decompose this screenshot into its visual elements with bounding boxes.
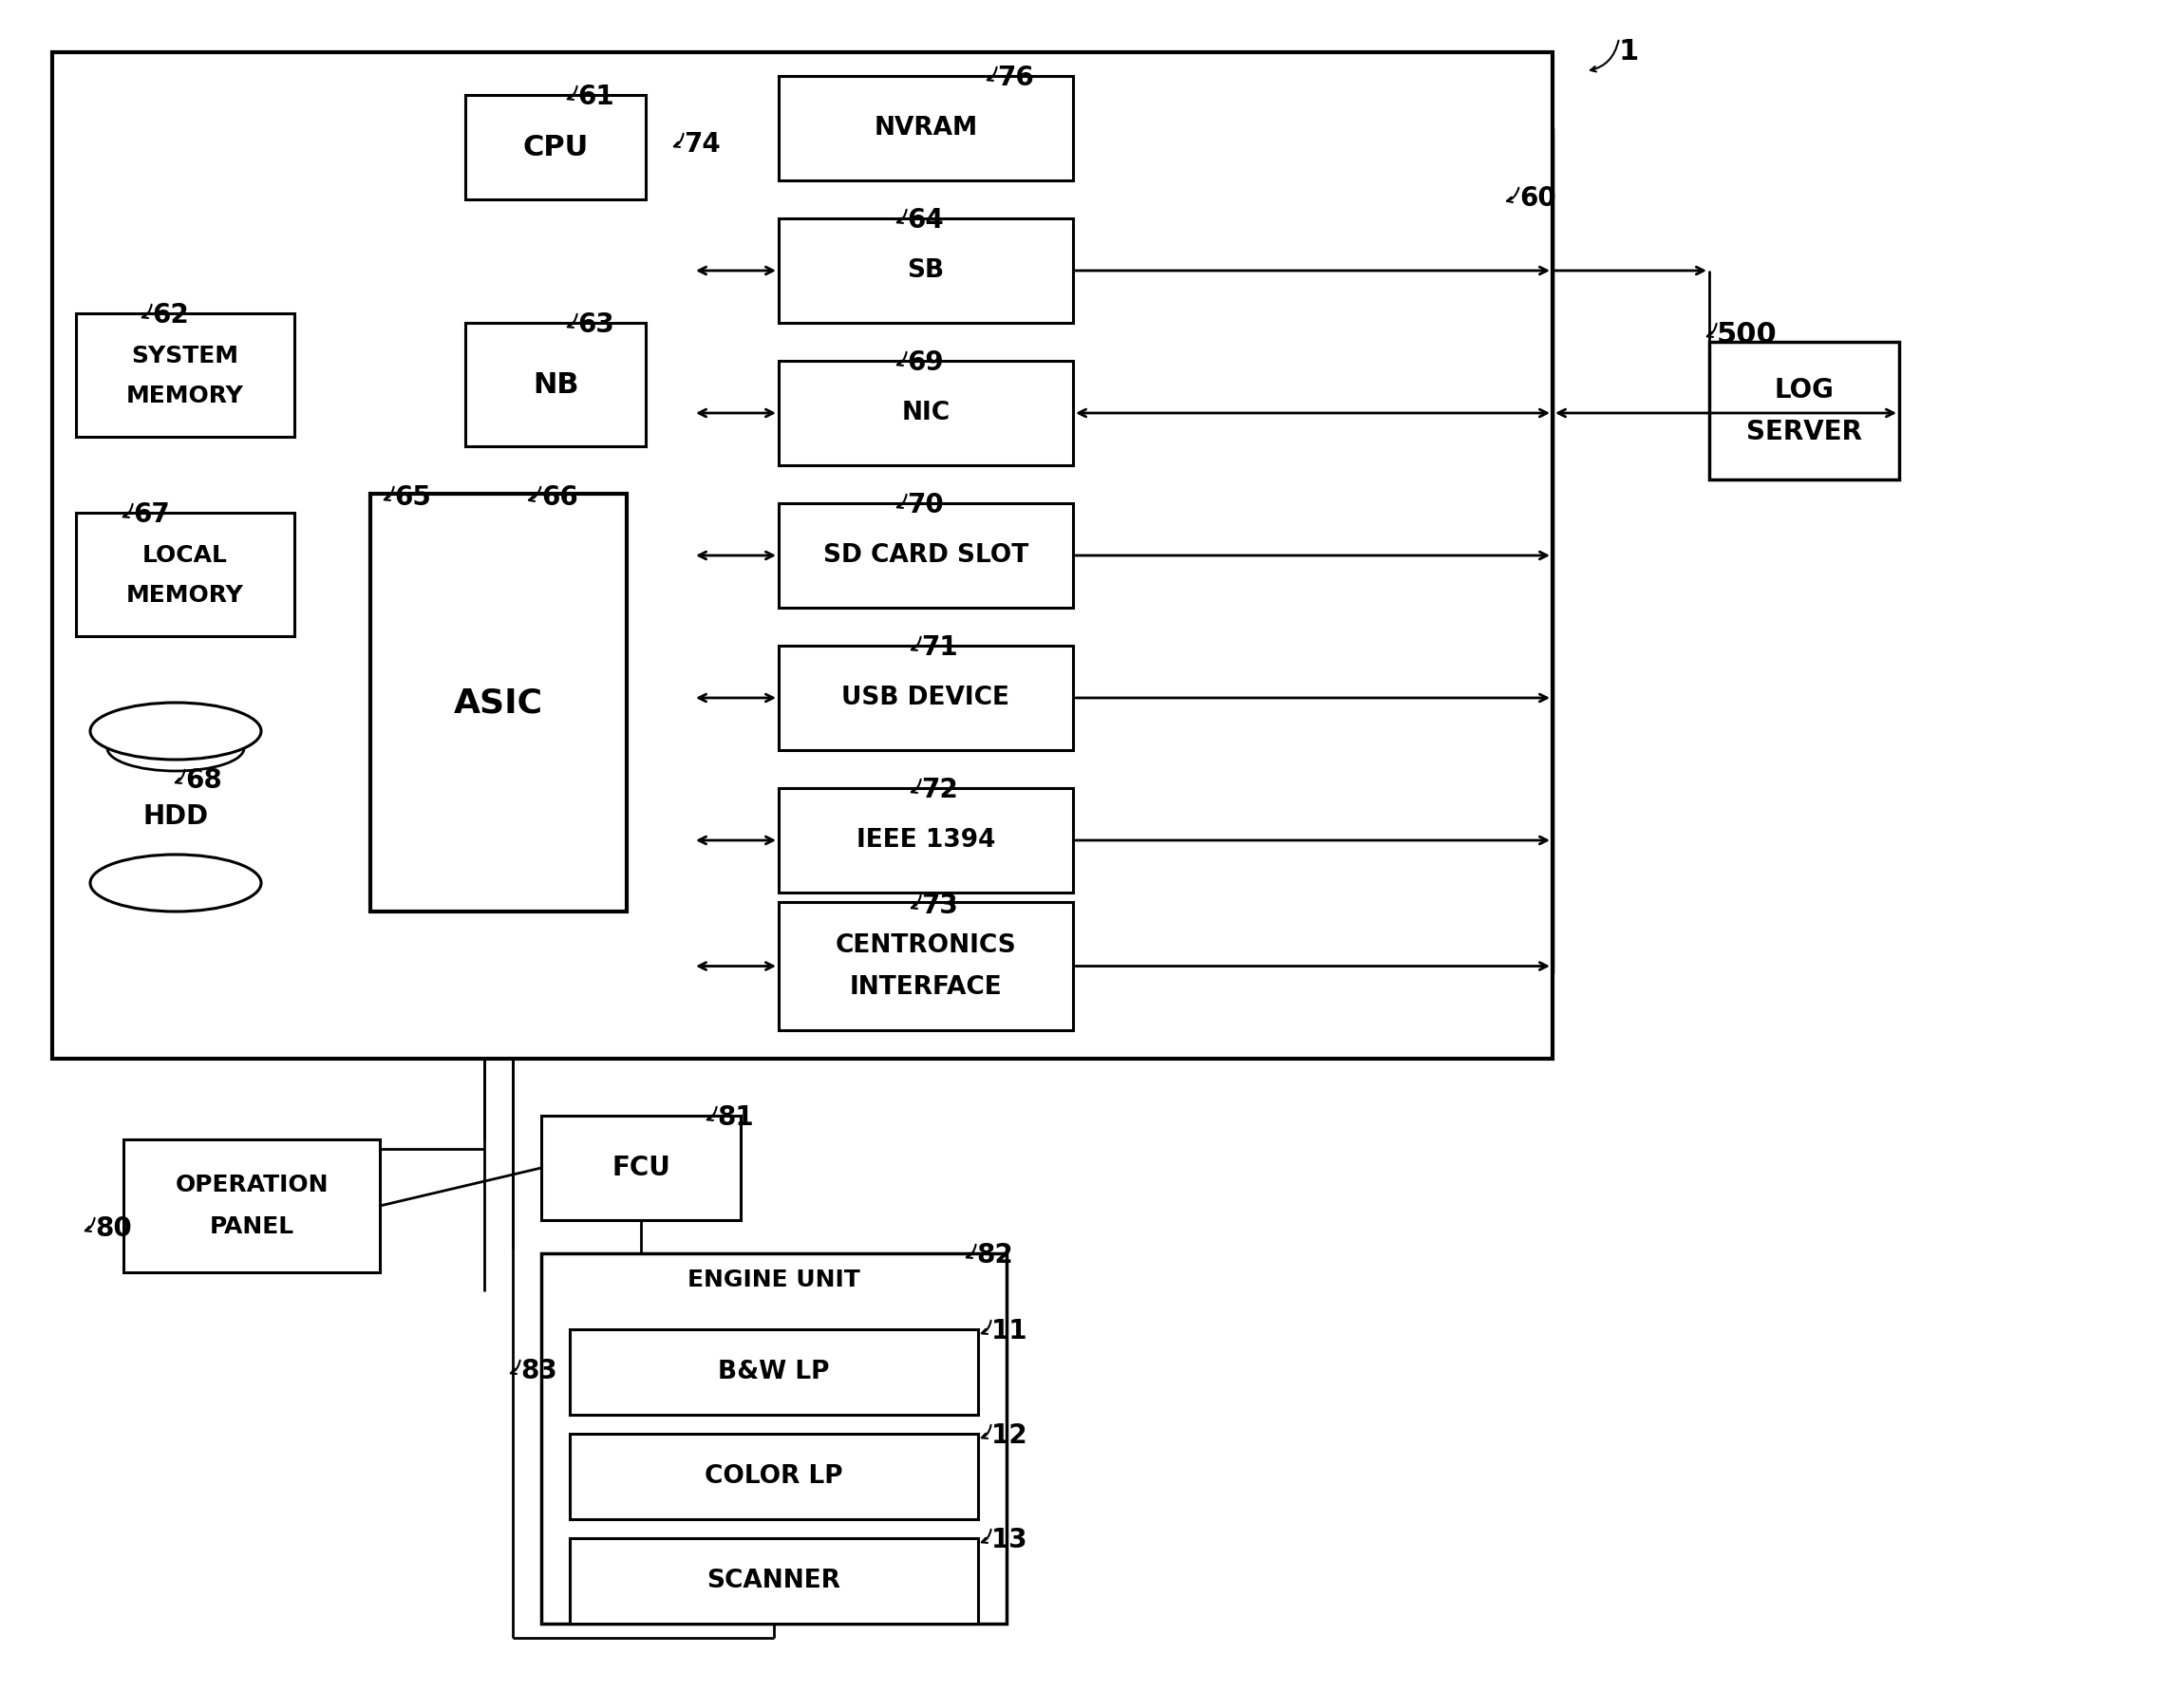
- Text: 69: 69: [906, 350, 943, 376]
- Bar: [542, 1115, 740, 1220]
- Text: LOCAL: LOCAL: [142, 545, 227, 567]
- Text: 62: 62: [153, 301, 188, 328]
- Text: 65: 65: [393, 484, 430, 511]
- Bar: [371, 494, 627, 912]
- Text: SERVER: SERVER: [1747, 418, 1863, 445]
- Text: 72: 72: [922, 777, 959, 804]
- Bar: [465, 323, 646, 447]
- Bar: [124, 1139, 380, 1272]
- Text: HDD: HDD: [142, 804, 207, 829]
- Text: 500: 500: [1717, 321, 1778, 349]
- Text: 67: 67: [133, 501, 170, 528]
- Text: SD CARD SLOT: SD CARD SLOT: [823, 543, 1029, 569]
- Text: CENTRONICS: CENTRONICS: [834, 932, 1016, 958]
- Text: SYSTEM: SYSTEM: [131, 345, 238, 367]
- Text: OPERATION: OPERATION: [175, 1174, 328, 1196]
- Text: MEMORY: MEMORY: [127, 584, 245, 607]
- Text: CPU: CPU: [522, 134, 587, 161]
- Text: 64: 64: [906, 206, 943, 233]
- Text: 63: 63: [577, 311, 614, 338]
- Text: 70: 70: [906, 492, 943, 518]
- Text: SCANNER: SCANNER: [708, 1568, 841, 1594]
- Bar: [780, 360, 1072, 465]
- Text: B&W LP: B&W LP: [719, 1360, 830, 1384]
- Bar: [570, 1433, 978, 1519]
- Text: MEMORY: MEMORY: [127, 384, 245, 408]
- Text: 83: 83: [520, 1357, 557, 1384]
- Text: 66: 66: [542, 484, 579, 511]
- Bar: [76, 513, 295, 636]
- Bar: [465, 95, 646, 200]
- Text: COLOR LP: COLOR LP: [705, 1464, 843, 1489]
- Bar: [780, 646, 1072, 750]
- Bar: [1710, 342, 1900, 479]
- Text: 1: 1: [1618, 37, 1640, 66]
- Text: 12: 12: [992, 1423, 1029, 1448]
- Text: 80: 80: [94, 1215, 131, 1242]
- Bar: [780, 76, 1072, 181]
- Text: 61: 61: [577, 83, 614, 110]
- Bar: [780, 218, 1072, 323]
- Bar: [780, 902, 1072, 1030]
- Text: 73: 73: [922, 892, 959, 919]
- Text: 81: 81: [716, 1105, 753, 1130]
- Ellipse shape: [90, 854, 262, 912]
- Bar: [52, 52, 1553, 1059]
- Text: NIC: NIC: [902, 401, 950, 425]
- Text: 60: 60: [1520, 184, 1555, 212]
- Text: ASIC: ASIC: [454, 687, 544, 719]
- Text: IEEE 1394: IEEE 1394: [856, 827, 996, 853]
- Text: 82: 82: [976, 1242, 1013, 1269]
- Text: 68: 68: [186, 766, 223, 794]
- Text: NVRAM: NVRAM: [874, 115, 978, 140]
- Text: SB: SB: [906, 259, 943, 283]
- Bar: [76, 313, 295, 437]
- Text: LOG: LOG: [1773, 377, 1835, 403]
- Text: 71: 71: [922, 634, 959, 662]
- Bar: [780, 503, 1072, 607]
- Text: ENGINE UNIT: ENGINE UNIT: [688, 1269, 860, 1291]
- Bar: [570, 1330, 978, 1415]
- Text: 13: 13: [992, 1526, 1029, 1553]
- Text: 76: 76: [998, 64, 1033, 91]
- Text: USB DEVICE: USB DEVICE: [841, 685, 1009, 711]
- Text: INTERFACE: INTERFACE: [850, 975, 1002, 1000]
- Text: 11: 11: [992, 1318, 1029, 1345]
- Bar: [780, 788, 1072, 892]
- Ellipse shape: [90, 702, 262, 760]
- Text: PANEL: PANEL: [210, 1215, 295, 1239]
- Bar: [542, 1254, 1007, 1624]
- Text: 74: 74: [684, 130, 721, 157]
- Text: NB: NB: [533, 371, 579, 398]
- Text: FCU: FCU: [612, 1154, 670, 1181]
- Bar: [570, 1538, 978, 1624]
